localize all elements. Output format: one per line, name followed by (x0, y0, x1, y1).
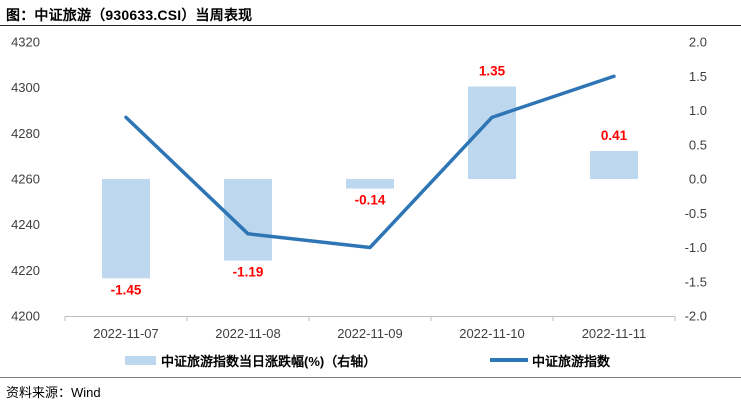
left-axis-tick-label: 4260 (11, 172, 40, 187)
legend-label-bar-series: 中证旅游指数当日涨跌幅(%)（右轴） (161, 353, 377, 369)
bar (102, 179, 150, 279)
bar-value-label: 1.35 (479, 64, 506, 79)
left-axis-tick-label: 4200 (11, 309, 40, 324)
chart-title: 图：中证旅游（930633.CSI）当周表现 (6, 7, 253, 23)
x-axis-label: 2022-11-07 (93, 326, 159, 341)
source-note: 资料来源：Wind (6, 385, 101, 400)
legend-item-bar-series: 中证旅游指数当日涨跌幅(%)（右轴） (125, 351, 376, 369)
left-axis-tick-label: 4300 (11, 80, 40, 95)
right-axis-tick-label: -1.5 (685, 274, 707, 289)
bar (590, 150, 638, 179)
right-axis-tick-label: 1.5 (689, 69, 707, 84)
right-axis-tick-label: -1.0 (685, 240, 707, 255)
bar-series-swatch-icon (125, 355, 156, 365)
line-series-swatch-icon (490, 358, 528, 362)
bar-value-label: -0.14 (355, 193, 386, 208)
bar-value-label: -1.45 (111, 282, 142, 297)
right-axis-tick-label: 2.0 (689, 35, 707, 50)
left-axis-tick-label: 4240 (11, 217, 40, 232)
bar-value-label: 0.41 (601, 128, 628, 143)
legend-item-line-series: 中证旅游指数 (490, 351, 610, 369)
right-axis-tick-label: -0.5 (685, 206, 707, 221)
right-axis-tick-label: -2.0 (685, 309, 707, 324)
bar (346, 179, 394, 189)
right-axis-tick-label: 1.0 (689, 103, 707, 118)
legend-label-line-series: 中证旅游指数 (532, 353, 611, 369)
footer-divider (0, 377, 741, 378)
x-axis-label: 2022-11-08 (215, 326, 281, 341)
x-axis-label: 2022-11-09 (337, 326, 403, 341)
right-axis-tick-label: 0.5 (689, 137, 707, 152)
left-axis-tick-label: 4320 (11, 35, 40, 50)
x-axis-label: 2022-11-10 (459, 326, 525, 341)
bar-value-label: -1.19 (233, 265, 264, 280)
x-axis-label: 2022-11-11 (582, 326, 647, 341)
right-axis-tick-label: 0.0 (689, 172, 707, 187)
index-line (124, 74, 616, 250)
left-axis-tick-label: 4280 (11, 126, 40, 141)
title-divider (0, 25, 741, 26)
left-axis-tick-label: 4220 (11, 263, 40, 278)
chart-svg: 4320 4300 4280 4260 4240 4220 4200 2.0 1.5 1.0 0.5… (11, 35, 707, 342)
